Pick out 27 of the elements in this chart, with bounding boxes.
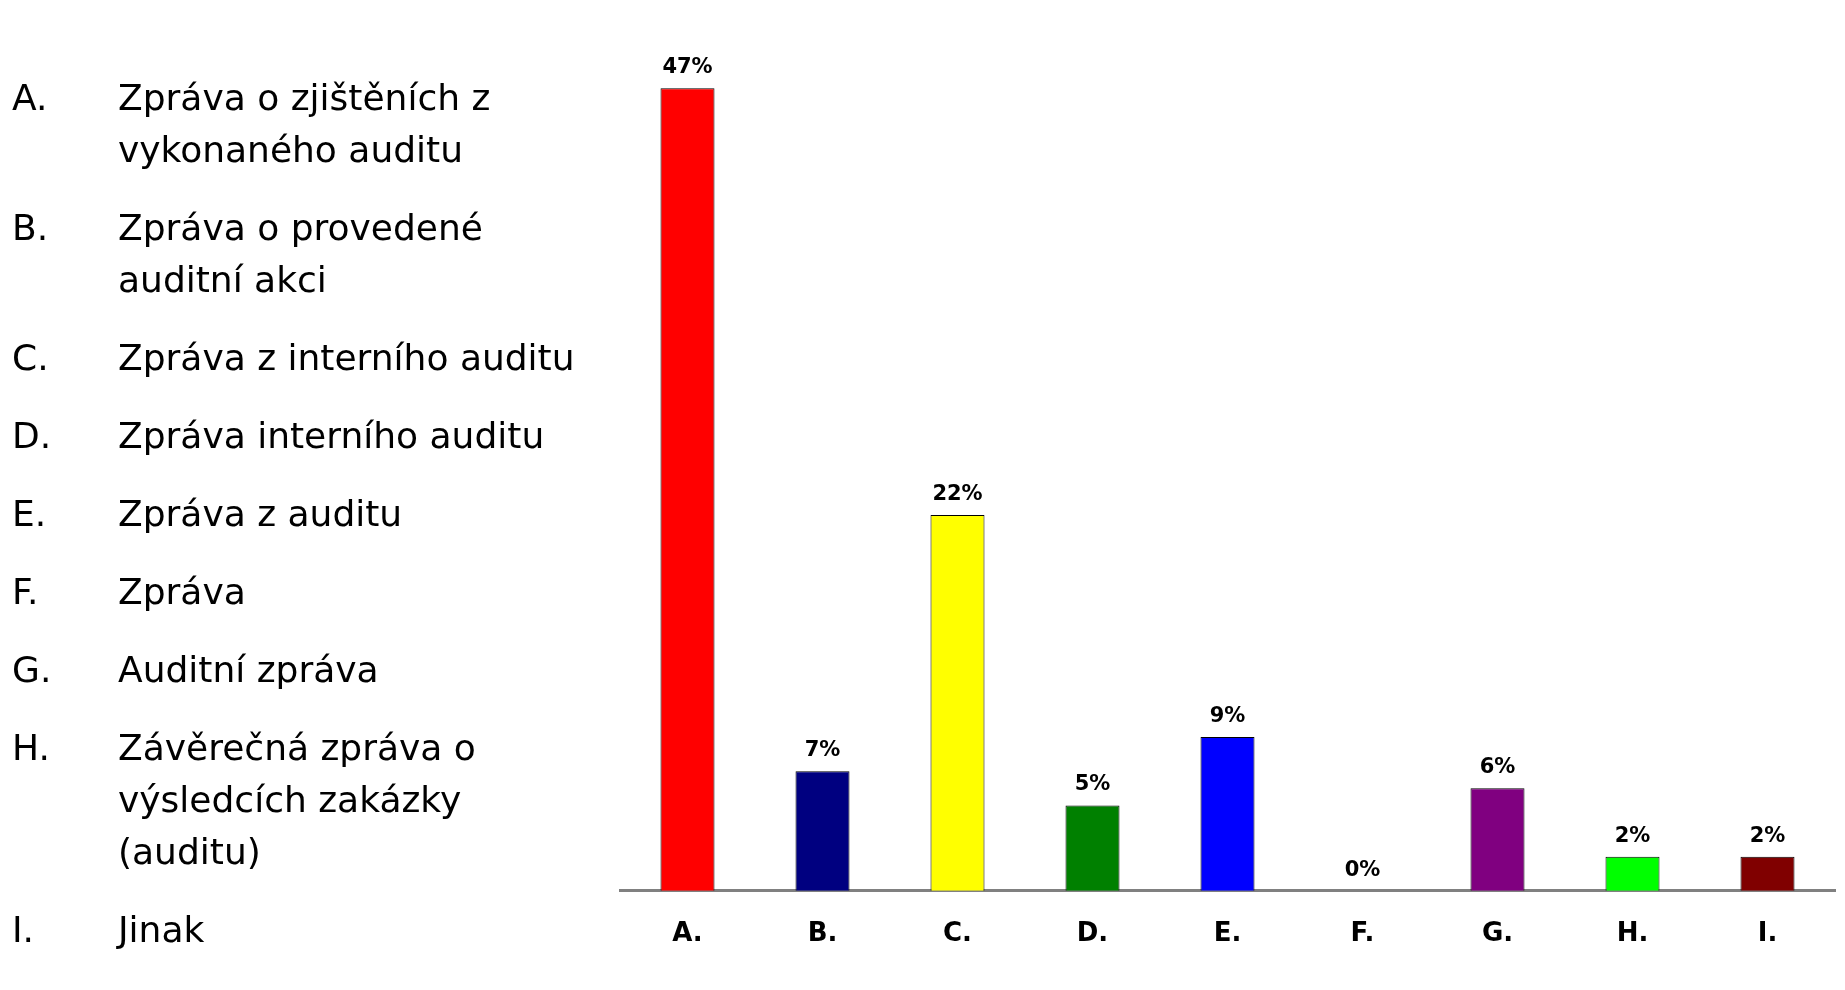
text: F. Zpráva [12, 571, 246, 612]
data-label: 6% [1479, 754, 1516, 779]
text: A. Zpráva o zjištěních z vykonaného auditu [12, 77, 491, 170]
data-label: 9% [1209, 703, 1246, 728]
data-label: 47% [662, 54, 713, 79]
data-label: 22% [932, 481, 983, 506]
x-tick-label: D. [1076, 917, 1109, 948]
x-tick-label: I. [1757, 917, 1778, 948]
data-label: 0% [1344, 856, 1381, 881]
x-tick-label: F. [1350, 917, 1375, 948]
x-tick-label: H. [1616, 917, 1649, 948]
data-label: 2% [1749, 822, 1786, 847]
text: E. Zpráva z auditu [12, 493, 403, 534]
x-tick-label: E. [1213, 917, 1242, 948]
text: I. Jinak [12, 909, 205, 950]
data-label: 2% [1614, 822, 1651, 847]
x-tick-label: G. [1481, 917, 1514, 948]
data-label: 5% [1074, 771, 1111, 796]
data-label: 7% [804, 737, 841, 762]
x-tick-label: C. [943, 917, 972, 948]
x-tick-label: B. [807, 917, 838, 948]
x-tick-label: A. [672, 917, 703, 948]
text: G. Auditní zpráva [12, 649, 379, 690]
text: B. Zpráva o provedené auditní akci [12, 207, 483, 300]
text: D. Zpráva interního auditu [12, 415, 545, 456]
text: H. Závěrečná zpráva o výsledcích zakázky (auditu) [12, 727, 476, 872]
text: C. Zpráva z interního auditu [12, 337, 575, 378]
